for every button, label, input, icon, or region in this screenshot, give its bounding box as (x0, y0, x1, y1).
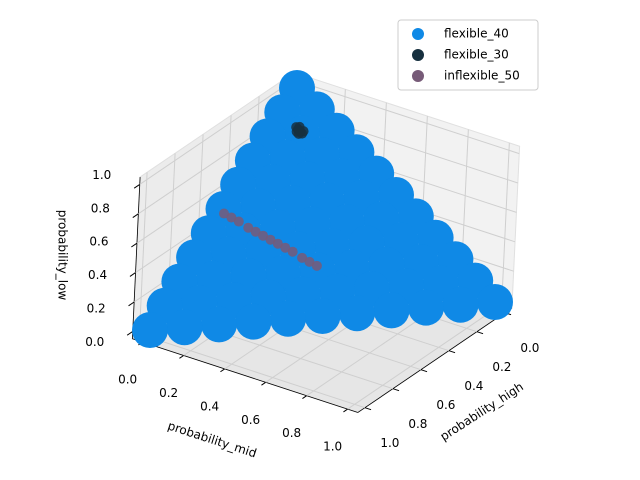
tick-label: 0.2 (159, 386, 178, 400)
tick-mark (448, 350, 456, 354)
tick-label: 0.0 (85, 335, 104, 349)
tick-label: 1.0 (323, 440, 342, 454)
tick-mark (126, 330, 134, 336)
tick-label: 0.2 (492, 360, 511, 374)
tick-mark (343, 408, 348, 413)
tick-mark (220, 368, 225, 373)
grid-line (347, 304, 502, 410)
plot-area (132, 70, 513, 348)
point (132, 312, 168, 348)
tick-mark (261, 381, 266, 386)
grid-line (139, 333, 366, 409)
legend-label: inflexible_50 (444, 69, 520, 83)
legend-label: flexible_30 (444, 48, 509, 62)
tick-label: 0.8 (282, 426, 301, 440)
tick-label: 0.4 (200, 399, 219, 413)
legend-label: flexible_40 (444, 27, 509, 41)
grid-line (139, 79, 295, 185)
tick-label: 0.8 (91, 201, 110, 215)
tick-label: 0.2 (87, 302, 106, 316)
point (258, 230, 269, 241)
axis-line (357, 307, 513, 413)
point (280, 242, 291, 253)
grid-line (501, 142, 510, 305)
point (297, 252, 308, 263)
tick-mark (302, 395, 307, 399)
tick-label: 0.6 (89, 235, 108, 249)
legend-marker (412, 70, 424, 82)
point (304, 298, 341, 334)
point (287, 246, 298, 257)
point (291, 122, 302, 133)
tick-label: 0.4 (464, 379, 483, 393)
tick-mark (476, 331, 484, 335)
tick-label: 0.8 (408, 417, 427, 431)
tick-mark (364, 407, 372, 411)
point (201, 306, 237, 343)
axis-line (132, 177, 141, 339)
point (235, 303, 272, 340)
grid-line (293, 79, 520, 155)
legend-marker (412, 28, 424, 40)
tick-label: 0.0 (118, 373, 137, 387)
tick-mark (132, 213, 139, 219)
tick-mark (392, 388, 400, 392)
point (219, 208, 230, 219)
tick-mark (131, 242, 138, 248)
tick-mark (420, 369, 428, 373)
tick-mark (129, 272, 136, 277)
point (339, 295, 375, 332)
point (373, 292, 410, 329)
tick-mark (133, 183, 141, 189)
point (272, 238, 283, 249)
tick-label: 1.0 (92, 168, 111, 182)
legend-marker (412, 49, 424, 61)
tick-mark (179, 355, 184, 359)
tick-mark (128, 301, 135, 307)
point (311, 260, 322, 271)
point (250, 226, 261, 237)
point (265, 234, 276, 245)
point (226, 212, 237, 223)
point (304, 256, 315, 267)
point (442, 286, 479, 323)
z-axis-label: probability_low (56, 210, 70, 301)
tick-label: 0.6 (241, 413, 260, 427)
point (477, 284, 513, 320)
axis-line (132, 338, 359, 413)
grid-line (138, 172, 148, 335)
point (270, 300, 306, 337)
tick-label: 0.6 (436, 398, 455, 412)
legend-box (397, 19, 539, 91)
point (233, 216, 244, 227)
tick-label: 0.4 (88, 268, 107, 282)
point (408, 289, 444, 326)
point (166, 309, 203, 346)
legend: flexible_40 flexible_30 inflexible_50 (397, 19, 539, 91)
tick-label: 0.0 (520, 341, 539, 355)
tick-label: 1.0 (380, 436, 399, 450)
point (243, 222, 254, 233)
